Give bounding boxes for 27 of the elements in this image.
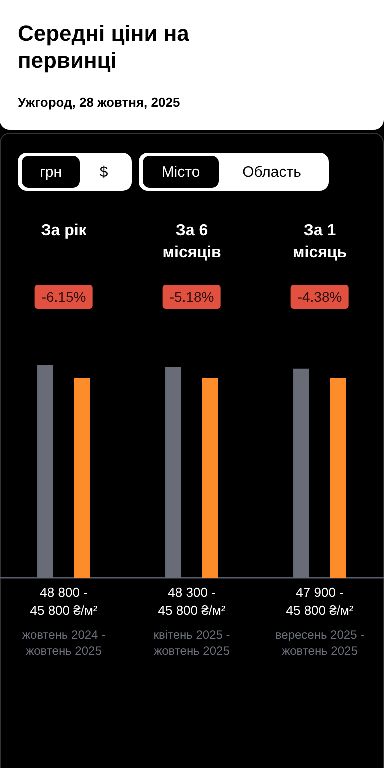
data-label: 45 800 ₴/м² bbox=[286, 603, 354, 618]
text: -6.15% bbox=[34, 285, 94, 309]
bar bbox=[38, 365, 54, 578]
text: -4.38% bbox=[290, 285, 350, 309]
data-label: 45 800 ₴/м² bbox=[30, 603, 98, 618]
chart-title: Середні ціни на первинці bbox=[18, 20, 190, 74]
text: квітень 2025 - жовтень 2025 bbox=[152, 627, 232, 659]
bar bbox=[74, 378, 90, 578]
bar bbox=[330, 378, 346, 578]
text: Область bbox=[242, 162, 302, 182]
data-label: 48 300 - bbox=[168, 585, 216, 600]
x-tick-label: За рік bbox=[41, 222, 88, 240]
text: $ bbox=[98, 162, 110, 182]
x-tick-label: За 6 місяців bbox=[162, 222, 222, 262]
text: -5.18% bbox=[162, 285, 222, 309]
bar bbox=[294, 368, 310, 578]
text: вересень 2025 - жовтень 2025 bbox=[274, 627, 366, 659]
chart-subtitle: Ужгород, 28 жовтня, 2025 bbox=[18, 95, 180, 110]
bar bbox=[166, 367, 182, 578]
text: грн bbox=[22, 156, 80, 188]
data-label: 47 900 - bbox=[296, 585, 344, 600]
text: жовтень 2024 - жовтень 2025 bbox=[21, 627, 107, 659]
bar bbox=[202, 378, 218, 578]
text: Місто bbox=[143, 156, 219, 188]
x-tick-label: За 1 місяць bbox=[292, 222, 348, 262]
data-label: 45 800 ₴/м² bbox=[158, 603, 226, 618]
data-label: 48 800 - bbox=[40, 585, 88, 600]
